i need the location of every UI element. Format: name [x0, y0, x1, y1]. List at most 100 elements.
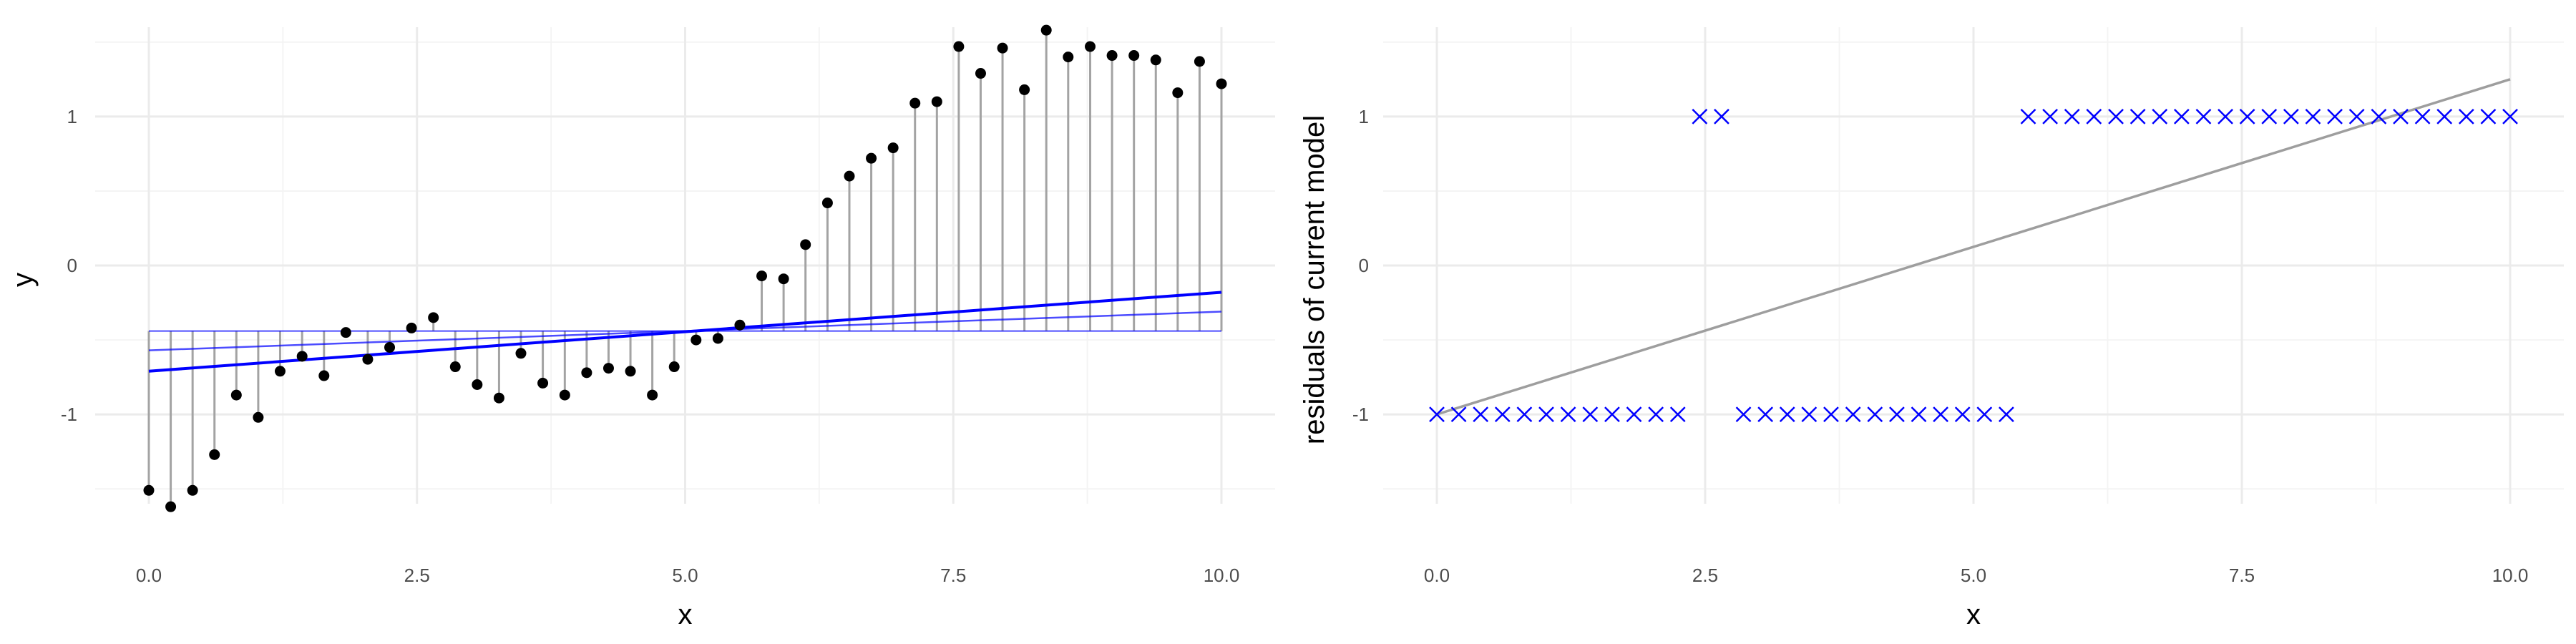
data-point [909, 97, 921, 109]
residual-cross [1560, 406, 1576, 423]
data-point [931, 96, 942, 107]
data-point [1172, 87, 1184, 99]
x-tick-label: 2.5 [404, 565, 430, 586]
residual-cross [2086, 108, 2102, 125]
data-point [230, 389, 242, 401]
data-point [428, 312, 439, 323]
residual-cross [1757, 406, 1774, 423]
data-point [997, 42, 1008, 54]
residual-cross [2239, 108, 2255, 125]
data-point [821, 197, 833, 209]
residual-cross [1582, 406, 1599, 423]
data-point [515, 348, 527, 359]
residual-cross [2283, 108, 2299, 125]
residual-cross [2502, 108, 2518, 125]
residual-cross [1933, 406, 1948, 423]
data-point [384, 341, 396, 353]
residual-cross [1845, 406, 1861, 423]
y-tick-label: 1 [1359, 106, 1369, 127]
data-point [449, 361, 461, 373]
residual-fit-line [1436, 78, 2511, 416]
x-tick-label: 7.5 [2229, 565, 2255, 586]
data-point [691, 334, 702, 346]
data-point [647, 389, 658, 401]
y-tick-label: 1 [67, 106, 77, 127]
data-point [734, 319, 746, 331]
data-point [1019, 84, 1030, 95]
grid [1383, 27, 2564, 504]
data-point [493, 392, 504, 404]
data-point [406, 322, 417, 333]
residual-cross [2152, 108, 2168, 125]
residual-cross [2042, 108, 2058, 125]
grid [95, 27, 1275, 504]
data-point [581, 367, 592, 379]
residual-cross [1538, 406, 1554, 423]
data-point [756, 270, 768, 282]
data-point [209, 449, 220, 460]
data-point [887, 142, 899, 154]
y-tick-label: -1 [61, 404, 77, 425]
residual-cross [1889, 406, 1905, 423]
x-tick-label: 0.0 [1424, 565, 1450, 586]
data-point [712, 333, 723, 344]
residual-cross [1911, 406, 1927, 423]
y-tick-label: 0 [1359, 255, 1369, 276]
residual-cross [1692, 108, 1708, 125]
x-axis-title: x [1966, 599, 1981, 630]
data-point [362, 353, 374, 365]
data-point [537, 377, 549, 389]
data-point [187, 484, 198, 496]
residual-cross [1429, 406, 1445, 423]
data-point [602, 363, 614, 374]
data-point [1106, 50, 1118, 62]
residual-cross [2393, 108, 2409, 125]
residual-cross [1867, 406, 1883, 423]
residual-cross [2195, 108, 2212, 125]
residual-cross [2305, 108, 2321, 125]
residual-cross [2327, 108, 2343, 125]
residual-cross [2348, 108, 2365, 125]
x-tick-label: 10.0 [1204, 565, 1240, 586]
left-panel: 0.0 2.5 5.0 7.5 10.0 -1 0 1 x y [7, 24, 1275, 630]
residual-cross [1626, 406, 1642, 423]
x-tick-label: 2.5 [1692, 565, 1718, 586]
x-tick-label: 5.0 [672, 565, 698, 586]
x-tick-label: 10.0 [2492, 565, 2529, 586]
data-point [296, 351, 308, 362]
data-point [253, 411, 264, 423]
data-point [625, 366, 636, 377]
data-point [472, 379, 483, 390]
residual-cross [2480, 108, 2497, 125]
data-point [1194, 56, 1205, 67]
x-tick-label: 5.0 [1961, 565, 1986, 586]
fit-lines [148, 291, 1222, 373]
data-point [1150, 54, 1161, 66]
data-point [1128, 50, 1140, 62]
residual-cross [2436, 108, 2453, 125]
residual-cross [1976, 406, 1993, 423]
fit-line [148, 291, 1222, 373]
data-point [866, 152, 877, 164]
residual-cross [1669, 406, 1686, 423]
data-point [778, 273, 789, 285]
residual-cross [1999, 406, 2014, 423]
data-point [1216, 78, 1227, 89]
residual-cross [1604, 406, 1620, 423]
data-point [340, 327, 351, 338]
data-point [143, 484, 155, 496]
residual-cross [2020, 108, 2036, 125]
data-point [844, 170, 855, 182]
residual-cross [2458, 108, 2474, 125]
residual-cross [2261, 108, 2278, 125]
residual-cross [1450, 406, 1467, 423]
x-tick-label: 7.5 [940, 565, 966, 586]
residual-cross [2108, 108, 2124, 125]
y-tick-label: 0 [67, 255, 77, 276]
y-tick-label: -1 [1352, 404, 1369, 425]
data-points [143, 24, 1227, 512]
data-point [668, 361, 680, 373]
residual-cross [1779, 406, 1795, 423]
data-point [800, 239, 811, 250]
